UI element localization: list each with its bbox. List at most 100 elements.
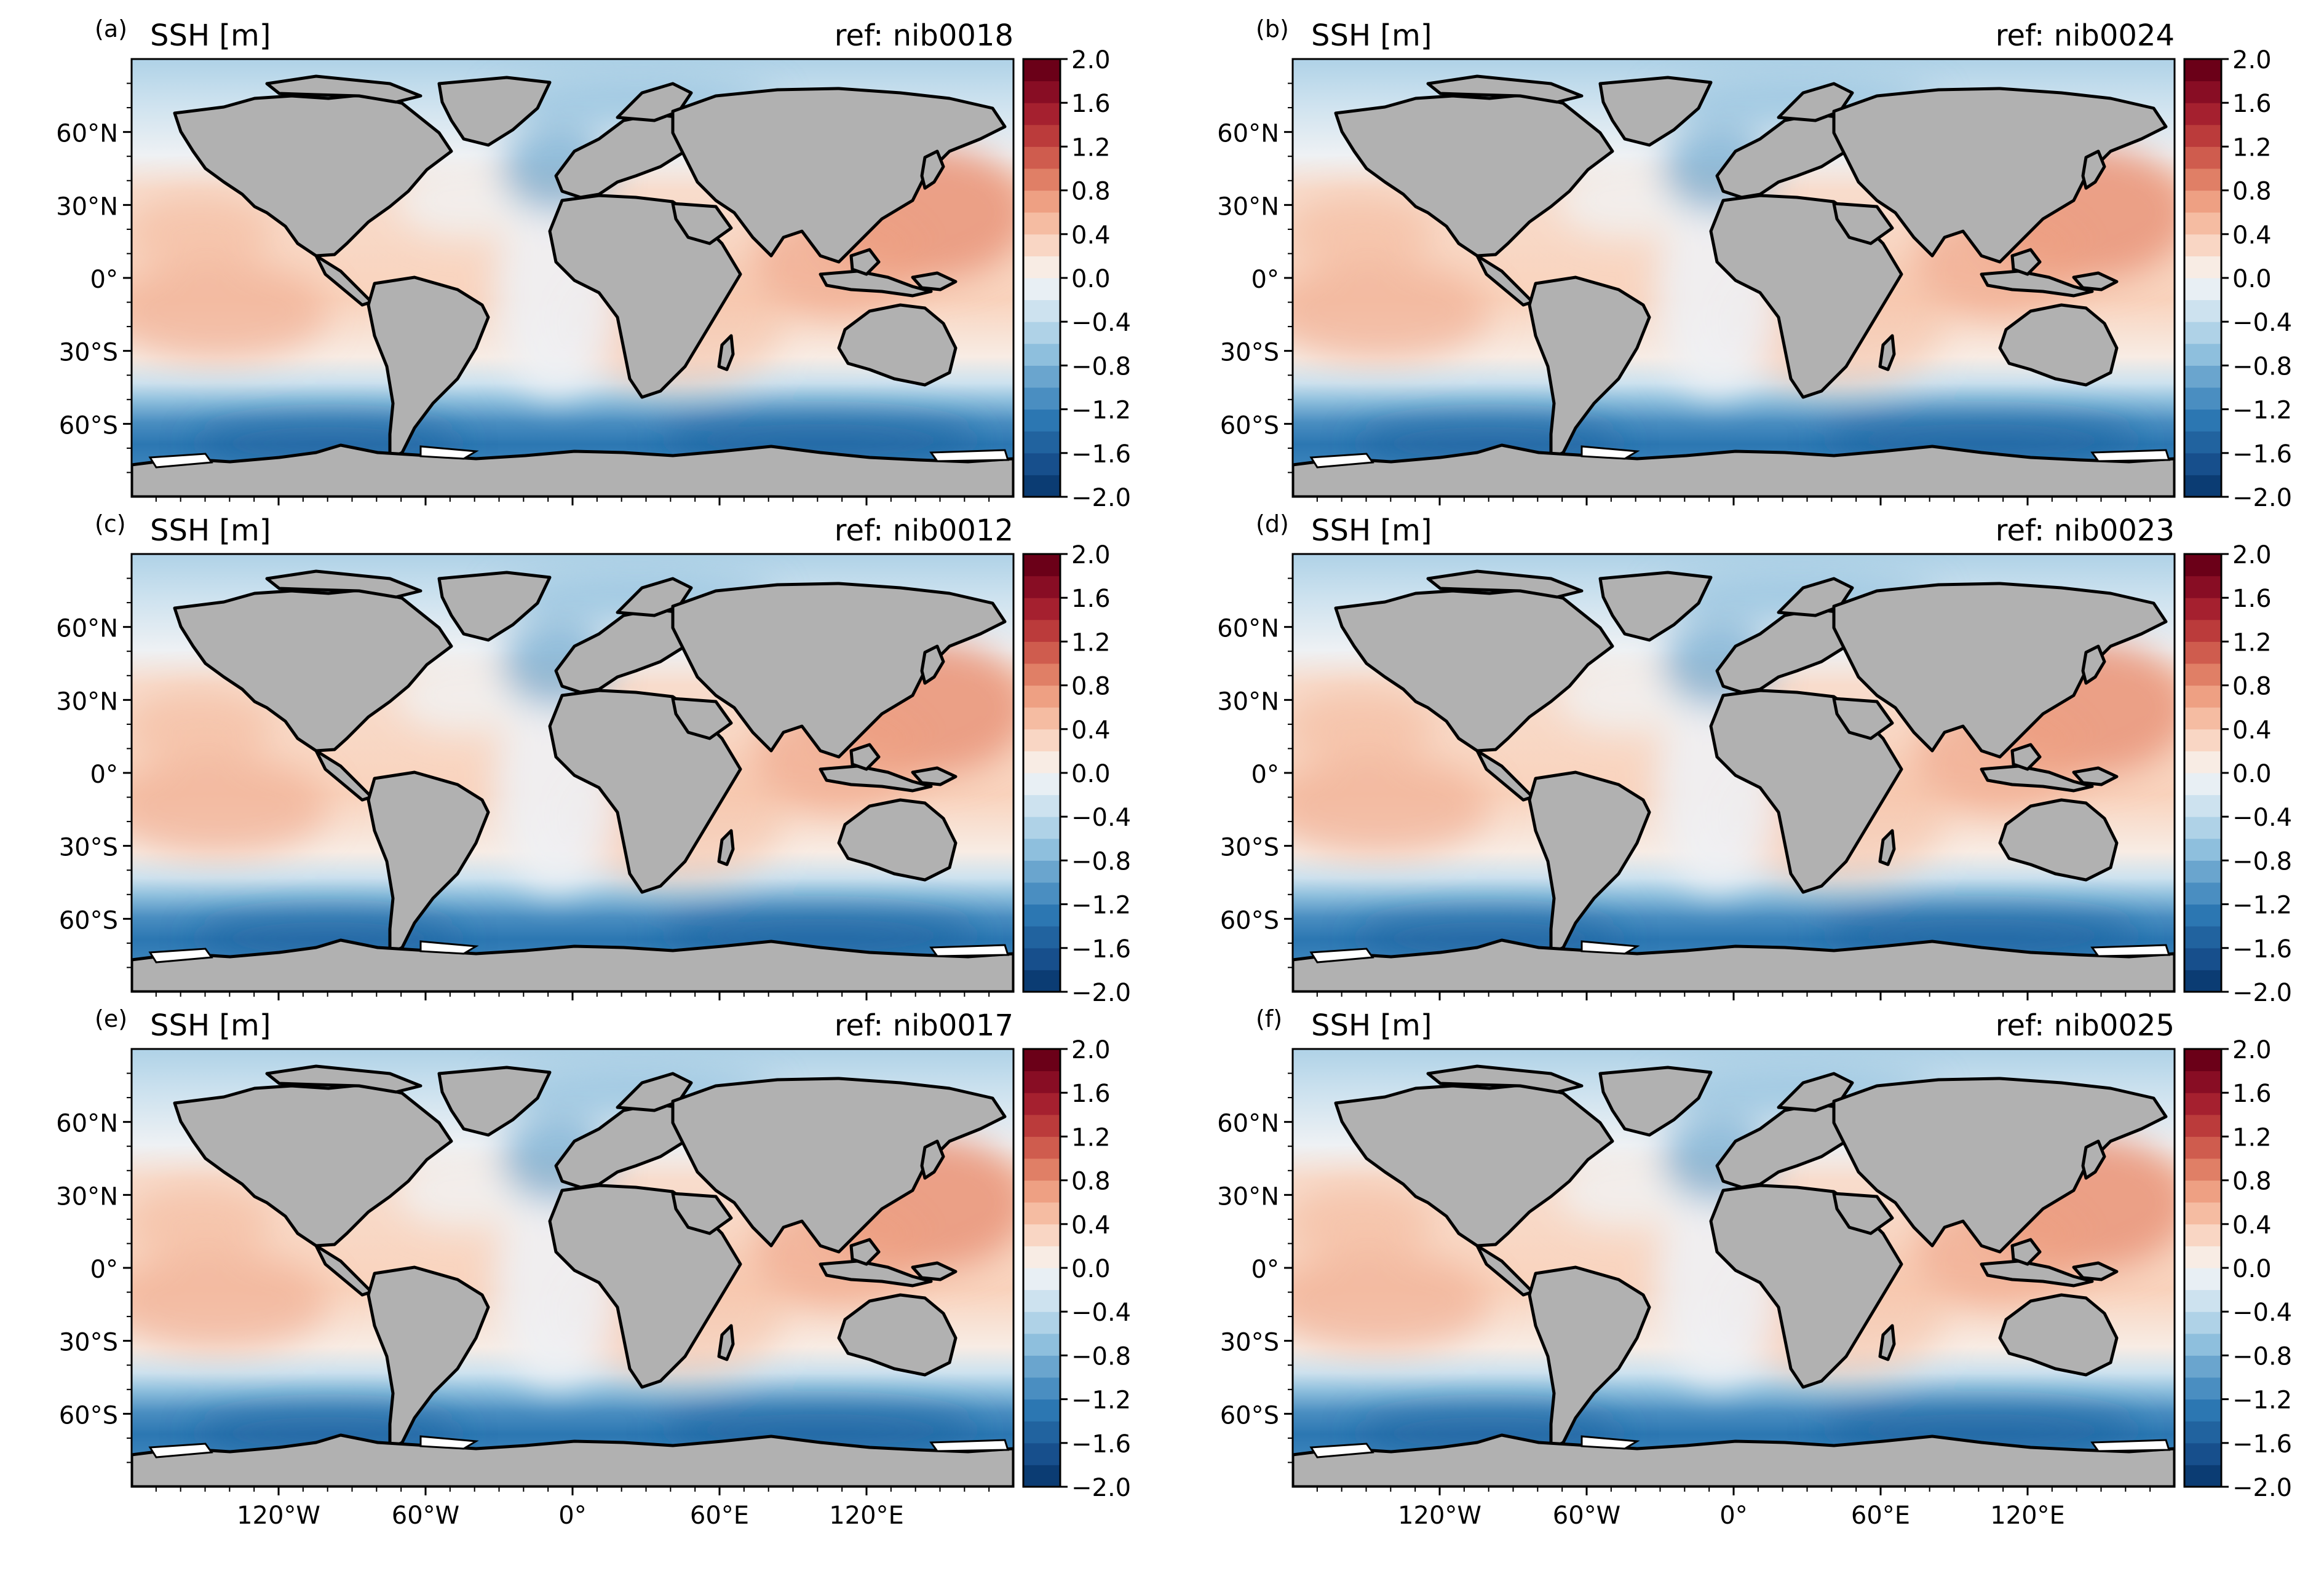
colorbar-segment <box>1023 663 1060 686</box>
panel-title: SSH [m] <box>1311 1008 1432 1043</box>
canadian-islands <box>265 74 422 104</box>
colorbar-segment <box>2184 1158 2221 1181</box>
colorbar-tick-label: −0.8 <box>2232 1342 2292 1371</box>
colorbar-segment <box>2184 1465 2221 1487</box>
central-america <box>314 1244 373 1297</box>
colorbar-segment <box>2184 663 2221 686</box>
central-america <box>314 749 373 802</box>
colorbar-segment <box>1023 146 1060 169</box>
australia <box>1998 1293 2119 1377</box>
panel-ref: ref: nib0012 <box>835 513 1013 548</box>
colorbar-segment <box>1023 343 1060 366</box>
australia <box>837 303 958 387</box>
colorbar-tick-label: 2.0 <box>1071 46 1111 74</box>
colorbar-segment <box>1023 904 1060 927</box>
new-guinea <box>911 766 958 786</box>
colorbar-segment <box>2184 598 2221 620</box>
colorbar-tick-label: 1.2 <box>2232 1123 2272 1152</box>
australia <box>1998 798 2119 882</box>
australia <box>837 798 958 882</box>
lat-tick-label: 30°N <box>1217 1182 1279 1211</box>
colorbar-tick-label: −0.4 <box>1071 804 1131 832</box>
indonesia <box>819 1259 933 1288</box>
lat-tick-label: 60°S <box>1220 906 1279 935</box>
colorbar-segment <box>2184 926 2221 949</box>
colorbar-segment <box>2184 817 2221 839</box>
lat-tick-label: 30°N <box>56 1182 118 1211</box>
colorbar-tick-label: 0.4 <box>1071 221 1111 250</box>
colorbar-tick-label: 1.2 <box>1071 1123 1111 1152</box>
colorbar-tick-label: −1.6 <box>1071 935 1131 964</box>
lat-tick-label: 0° <box>90 1256 118 1284</box>
ice-shelf <box>148 445 1010 469</box>
asia <box>1832 582 2168 759</box>
colorbar-segment <box>2184 1421 2221 1444</box>
north-america <box>173 1083 453 1248</box>
arabia <box>671 697 733 740</box>
colorbar-tick-label: −0.4 <box>2232 309 2292 337</box>
colorbar-segment <box>1023 59 1060 82</box>
colorbar-tick-label: −1.2 <box>2232 397 2292 425</box>
canadian-islands <box>1426 1064 1584 1094</box>
colorbar-segment <box>2184 212 2221 235</box>
colorbar-segment <box>1023 948 1060 970</box>
north-america <box>1334 93 1614 258</box>
colorbar-segment <box>2184 1333 2221 1356</box>
colorbar-segment <box>1023 103 1060 125</box>
lon-tick-label: 60°W <box>1553 1502 1620 1530</box>
indonesia <box>1980 1259 2094 1288</box>
lat-tick-label: 0° <box>1251 266 1279 294</box>
colorbar-tick-label: 2.0 <box>2232 541 2272 569</box>
colorbar-tick-label: 1.6 <box>2232 585 2272 613</box>
colorbar-segment <box>2184 387 2221 410</box>
map-area <box>1291 553 2176 993</box>
central-america <box>1475 1244 1534 1297</box>
colorbar-segment <box>2184 409 2221 432</box>
panel-label: (f) <box>1256 1005 1282 1032</box>
colorbar-segment <box>2184 278 2221 301</box>
ice-shelf <box>1309 940 2171 964</box>
panel-label: (a) <box>95 15 127 42</box>
north-america <box>1334 588 1614 753</box>
colorbar-segment <box>2184 838 2221 861</box>
colorbar-tick-label: 0.0 <box>2232 265 2272 293</box>
colorbar-tick-label: −2.0 <box>1071 484 1131 512</box>
colorbar-segment <box>2184 860 2221 883</box>
madagascar <box>717 829 735 866</box>
colorbar: 2.0 1.6 1.2 0.8 0.4 0.0 −0.4 −0.8 −1.2 −1.6 −2.0 <box>1022 46 1131 512</box>
colorbar-segment <box>2184 554 2221 577</box>
colorbar-segment <box>2184 168 2221 191</box>
colorbar-segment <box>2184 1224 2221 1246</box>
colorbar-tick-label: −1.6 <box>1071 1430 1131 1458</box>
colorbar-tick-label: 2.0 <box>1071 541 1111 569</box>
colorbar-segment <box>1023 1312 1060 1334</box>
colorbar-tick-label: −0.4 <box>2232 804 2292 832</box>
panel-label: (c) <box>95 510 126 537</box>
colorbar-tick-label: −2.0 <box>2232 484 2292 512</box>
colorbar-segment <box>2184 685 2221 708</box>
colorbar-tick-label: 0.4 <box>2232 1211 2272 1240</box>
colorbar-tick-label: −1.2 <box>2232 1387 2292 1415</box>
colorbar-segment <box>1023 1070 1060 1093</box>
colorbar-tick-label: 0.8 <box>2232 178 2272 206</box>
colorbar-segment <box>1023 1049 1060 1072</box>
colorbar-tick-label: −2.0 <box>1071 979 1131 1007</box>
colorbar-segment <box>1023 124 1060 147</box>
colorbar-tick-label: 1.6 <box>1071 1080 1111 1108</box>
colorbar-segment <box>2184 59 2221 82</box>
lon-tick-label: 120°E <box>1990 1502 2065 1530</box>
colorbar-tick-label: 1.2 <box>1071 133 1111 162</box>
colorbar-tick-label: 0.0 <box>1071 1255 1111 1283</box>
lat-tick-label: 60°N <box>1217 120 1279 148</box>
map-area <box>1291 1048 2176 1488</box>
south-america <box>1528 770 1651 956</box>
colorbar-tick-label: 2.0 <box>2232 1036 2272 1064</box>
colorbar-segment <box>2184 1268 2221 1291</box>
colorbar-segment <box>2184 1246 2221 1268</box>
central-america <box>1475 254 1534 307</box>
colorbar-segment <box>1023 1333 1060 1356</box>
colorbar-tick-label: 0.4 <box>2232 716 2272 745</box>
panel-a: (a) SSH [m] ref: nib0018 60°N 30°N 0° 30°S 60°S… <box>56 15 1131 512</box>
panel-title: SSH [m] <box>150 513 271 548</box>
north-america <box>1334 1083 1614 1248</box>
